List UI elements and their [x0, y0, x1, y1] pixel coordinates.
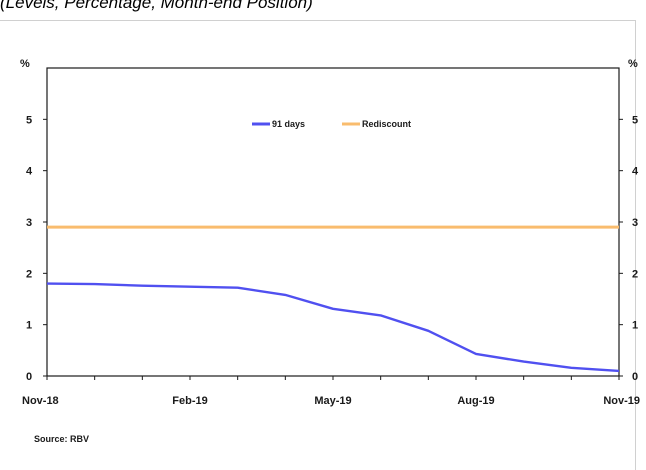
x-tick-label: Nov-19 — [603, 395, 640, 407]
y-tick-label-right: 5 — [632, 114, 638, 126]
y-tick-label-left: 0 — [26, 371, 32, 383]
y-tick-label-right: 2 — [632, 268, 638, 280]
y-tick-label-left: 2 — [26, 268, 32, 280]
plot-area — [46, 67, 620, 377]
series-line-ninety-one-days — [46, 282, 620, 373]
y-axis-right: 0 1 2 3 4 5 — [619, 114, 639, 383]
legend-label: Rediscount — [362, 119, 411, 129]
x-axis: Nov-18 Feb-19 May-19 Aug-19 Nov-19 — [22, 376, 640, 407]
y-tick-label-right: 0 — [632, 371, 638, 383]
x-tick-label: Nov-18 — [22, 395, 59, 407]
y-tick-label-right: 1 — [632, 320, 638, 332]
legend: 91 days Rediscount — [252, 119, 411, 129]
y-tick-label-left: 3 — [26, 217, 32, 229]
y-tick-label-left: 4 — [26, 166, 33, 178]
legend-label: 91 days — [272, 119, 305, 129]
series-lines — [46, 225, 620, 373]
y-axis-unit-left: % — [20, 58, 30, 70]
y-tick-label-left: 5 — [26, 114, 32, 126]
y-axis-left: 0 1 2 3 4 5 — [26, 114, 47, 383]
y-tick-label-left: 1 — [26, 320, 32, 332]
x-tick-label: Aug-19 — [457, 395, 494, 407]
y-tick-label-right: 4 — [632, 166, 639, 178]
chart-frame — [0, 20, 636, 470]
chart-caption: (Levels, Percentage, Month-end Position) — [0, 0, 313, 12]
source-note: Source: RBV — [34, 434, 89, 444]
x-tick-label: Feb-19 — [172, 395, 207, 407]
y-axis-unit-right: % — [628, 58, 638, 70]
y-tick-label-right: 3 — [632, 217, 638, 229]
x-tick-label: May-19 — [314, 395, 351, 407]
